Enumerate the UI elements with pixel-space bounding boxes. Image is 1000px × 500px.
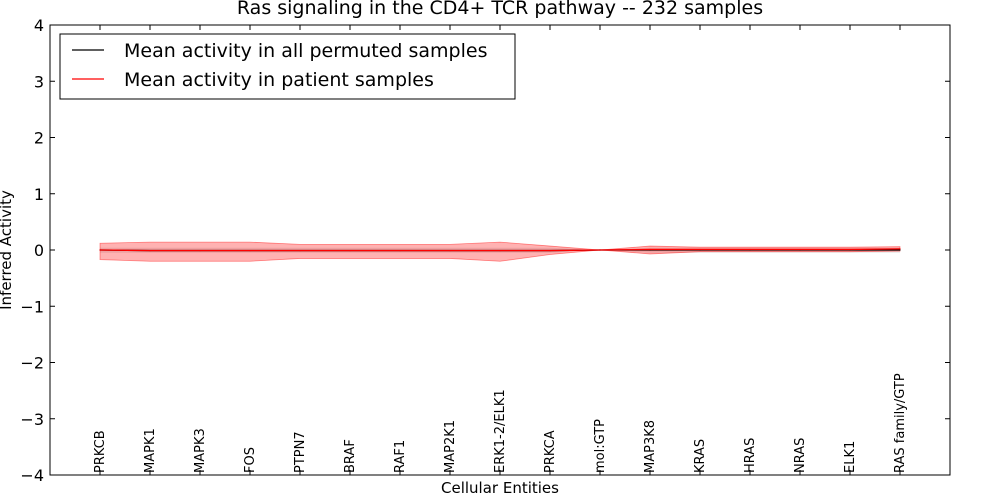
band-series-1 <box>99 241 901 262</box>
axes: 4 3 2 1 0 −1 −2 −3 −4 PRKCB MAPK1 MAPK3 FOS PTPN7 BRAF… <box>20 16 950 485</box>
y-tick-label: −3 <box>20 410 44 429</box>
y-tick-label: −1 <box>20 297 44 316</box>
point-series-0-16 <box>899 249 901 251</box>
point-series-1-6 <box>399 249 401 252</box>
point-series-1-16 <box>899 248 901 250</box>
x-category-label: PRKCB <box>93 430 108 473</box>
plot-area <box>99 241 901 262</box>
y-tick-label: 3 <box>34 72 44 91</box>
point-series-1-5 <box>349 249 351 252</box>
point-series-1-13 <box>749 248 751 251</box>
point-series-1-9 <box>549 249 551 252</box>
point-series-1-0 <box>99 249 101 251</box>
x-category-label: ELK1 <box>843 441 858 473</box>
chart-title: Ras signaling in the CD4+ TCR pathway --… <box>237 0 763 19</box>
point-series-1-11 <box>649 248 651 251</box>
x-category-label: FOS <box>243 447 258 473</box>
y-tick-label: 1 <box>34 185 44 204</box>
point-series-1-12 <box>699 248 701 251</box>
x-category-label: MAP2K1 <box>443 420 458 473</box>
y-tick-label: −4 <box>20 466 44 485</box>
y-axis-label: Inferred Activity <box>0 190 15 310</box>
point-series-1-7 <box>449 249 451 252</box>
point-series-1-15 <box>849 248 851 251</box>
y-tick-label: 0 <box>34 241 44 260</box>
legend-box <box>59 33 516 100</box>
legend: Mean activity in all permuted samples Me… <box>59 33 516 100</box>
point-series-1-2 <box>199 249 201 252</box>
legend-label-permuted: Mean activity in all permuted samples <box>124 40 487 62</box>
point-series-1-3 <box>249 249 251 252</box>
x-category-label: NRAS <box>793 438 808 473</box>
point-series-1-8 <box>499 249 501 252</box>
point-series-1-1 <box>149 249 151 252</box>
x-category-label: ERK1-2/ELK1 <box>493 389 508 473</box>
x-category-label: MAPK3 <box>193 428 208 473</box>
x-category-label: BRAF <box>343 439 358 473</box>
point-series-1-14 <box>799 248 801 251</box>
x-category-label: KRAS <box>693 439 708 473</box>
x-category-label: mol:GTP <box>593 419 608 473</box>
x-category-label: MAP3K8 <box>643 420 658 473</box>
point-series-1-4 <box>299 249 301 252</box>
y-tick-label: 4 <box>34 16 44 35</box>
x-category-label: RAF1 <box>393 440 408 473</box>
x-category-label: RAS family/GTP <box>893 373 908 473</box>
x-axis-label: Cellular Entities <box>441 479 559 497</box>
y-tick-label: 2 <box>34 129 44 148</box>
y-tick-label: −2 <box>20 354 44 373</box>
legend-label-patient: Mean activity in patient samples <box>124 69 434 91</box>
x-category-label: HRAS <box>743 438 758 473</box>
x-category-label: PTPN7 <box>293 431 308 473</box>
x-category-label: PRKCA <box>543 430 558 473</box>
point-series-1-10 <box>599 249 601 251</box>
x-category-label: MAPK1 <box>143 428 158 473</box>
